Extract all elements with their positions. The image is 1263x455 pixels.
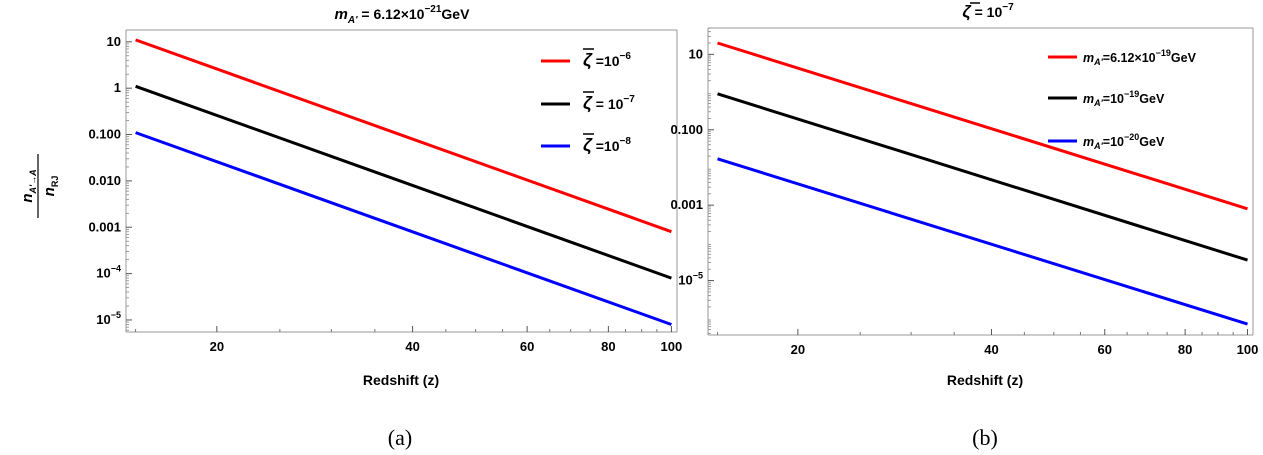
y-tick-label: 10 (107, 34, 121, 49)
panel-b-series (717, 41, 1248, 326)
series-line-2 (717, 157, 1248, 326)
panel-b-xlabel: Redshift (z) (947, 372, 1023, 388)
x-tick-label: 100 (1237, 342, 1259, 357)
panel-a-legend: ζ =10−6 ζ = 10−7 ζ =10−8 (541, 48, 635, 156)
x-tick-label: 80 (601, 339, 615, 354)
y-tick-label: 10−5 (96, 310, 121, 327)
y-tick-label: 0.100 (670, 122, 703, 137)
y-tick-label: 0.100 (88, 127, 121, 142)
panel-a-series (135, 38, 672, 326)
legend-label-m-1e-20: mA'=10−20GeV (1083, 132, 1165, 151)
panel-a-ylabel: nA'→A nRJ (19, 154, 60, 218)
legend-label-m-6p12e-19: mA'=6.12×10−19GeV (1083, 48, 1197, 67)
series-line-1 (717, 92, 1248, 262)
panel-a-xlabel: Redshift (z) (363, 372, 439, 388)
x-tick-label: 40 (984, 342, 998, 357)
x-tick-label: 60 (520, 339, 534, 354)
x-tick-label: 80 (1178, 342, 1192, 357)
panel-a-ticks: 20 40 60 80 100 10 1 0.100 0.010 0.001 10−4 10−5 (88, 34, 682, 354)
caption-b: (b) (972, 425, 998, 450)
x-tick-label: 100 (661, 339, 683, 354)
x-tick-label: 40 (405, 339, 419, 354)
panel-b-legend: mA'=6.12×10−19GeV mA'=10−19GeV mA'=10−20… (1048, 48, 1197, 151)
svg-text:nRJ: nRJ (41, 176, 60, 197)
y-tick-label: 0.010 (88, 173, 121, 188)
legend-label-zeta-1e-6: ζ =10−6 (583, 50, 631, 71)
caption-a: (a) (388, 425, 412, 450)
x-tick-label: 20 (791, 342, 805, 357)
x-tick-label: 60 (1098, 342, 1112, 357)
series-line-0 (135, 38, 672, 234)
series-line-2 (135, 131, 672, 326)
y-tick-label: 1 (114, 80, 121, 95)
y-tick-label: 0.001 (670, 197, 703, 212)
y-tick-label: 10−4 (96, 264, 121, 281)
x-tick-label: 20 (210, 339, 224, 354)
y-tick-label: 10 (689, 46, 703, 61)
y-tick-label: 0.001 (88, 219, 121, 234)
panel-b: ζ = 10−7 20 40 60 80 100 10 0.100 0.001 10−5 mA'… (670, 2, 1258, 388)
legend-label-zeta-1e-8: ζ =10−8 (583, 135, 631, 156)
series-line-1 (135, 84, 672, 280)
legend-label-zeta-1e-7: ζ = 10−7 (583, 93, 635, 114)
y-tick-label: 10−5 (678, 271, 703, 288)
panel-b-ticks: 20 40 60 80 100 10 0.100 0.001 10−5 (670, 27, 1259, 357)
panel-b-title: ζ = 10−7 (962, 2, 1014, 21)
series-line-0 (717, 41, 1248, 211)
panel-a: mA' = 6.12×10−21GeV 20 40 60 80 100 10 1 0.100 0… (19, 4, 682, 388)
svg-text:nA'→A: nA'→A (19, 169, 38, 202)
legend-label-m-1e-19: mA'=10−19GeV (1083, 89, 1165, 108)
panel-a-title: mA' = 6.12×10−21GeV (335, 4, 471, 26)
